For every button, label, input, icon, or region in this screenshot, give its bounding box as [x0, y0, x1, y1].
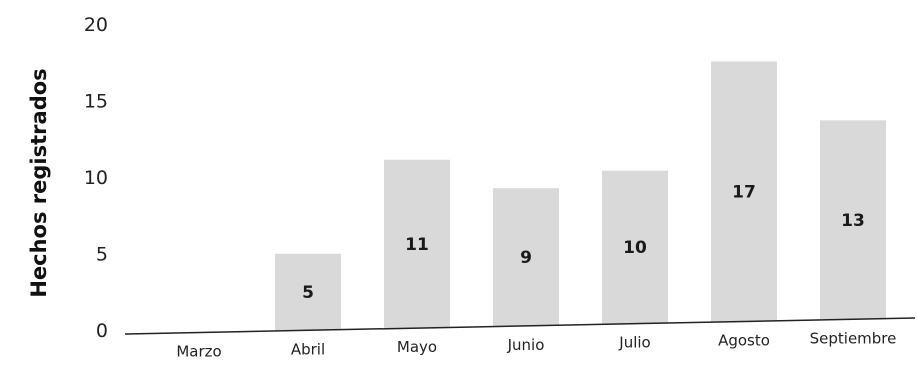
bar-value-label: 17	[732, 182, 756, 202]
y-tick-label: 0	[96, 320, 108, 342]
x-tick-label: Mayo	[397, 338, 437, 356]
bar-value-label: 5	[302, 283, 314, 303]
bar-value-label: 9	[520, 248, 532, 268]
bars	[275, 61, 886, 331]
bar-julio	[602, 170, 668, 324]
x-axis-category-labels: Marzo Abril Mayo Junio Julio Agosto Septiembre	[176, 329, 896, 360]
bar-value-label: 10	[623, 238, 647, 258]
y-tick-label: 10	[84, 167, 108, 189]
bar-abril	[275, 253, 341, 331]
x-tick-label: Marzo	[176, 343, 221, 361]
bar-septiembre	[820, 120, 886, 320]
x-tick-label: Septiembre	[810, 329, 897, 347]
y-tick-label: 5	[96, 244, 108, 266]
y-axis-title: Hechos registrados	[27, 68, 51, 297]
bar-value-label: 13	[841, 211, 865, 231]
x-tick-label: Abril	[291, 340, 325, 358]
x-tick-label: Agosto	[718, 331, 770, 349]
bar-mayo	[384, 159, 450, 329]
bar-value-label: 11	[405, 235, 429, 255]
x-tick-label: Julio	[618, 334, 650, 352]
y-tick-label: 20	[84, 14, 108, 36]
bar-agosto	[711, 61, 777, 322]
bar-junio	[493, 188, 559, 326]
y-axis-tick-labels: 0 5 10 15 20	[84, 14, 108, 342]
bar-value-labels: 5 11 9 10 17 13	[302, 182, 865, 303]
x-tick-label: Junio	[507, 336, 545, 354]
x-axis-line	[124, 317, 916, 335]
y-tick-label: 15	[84, 91, 108, 113]
